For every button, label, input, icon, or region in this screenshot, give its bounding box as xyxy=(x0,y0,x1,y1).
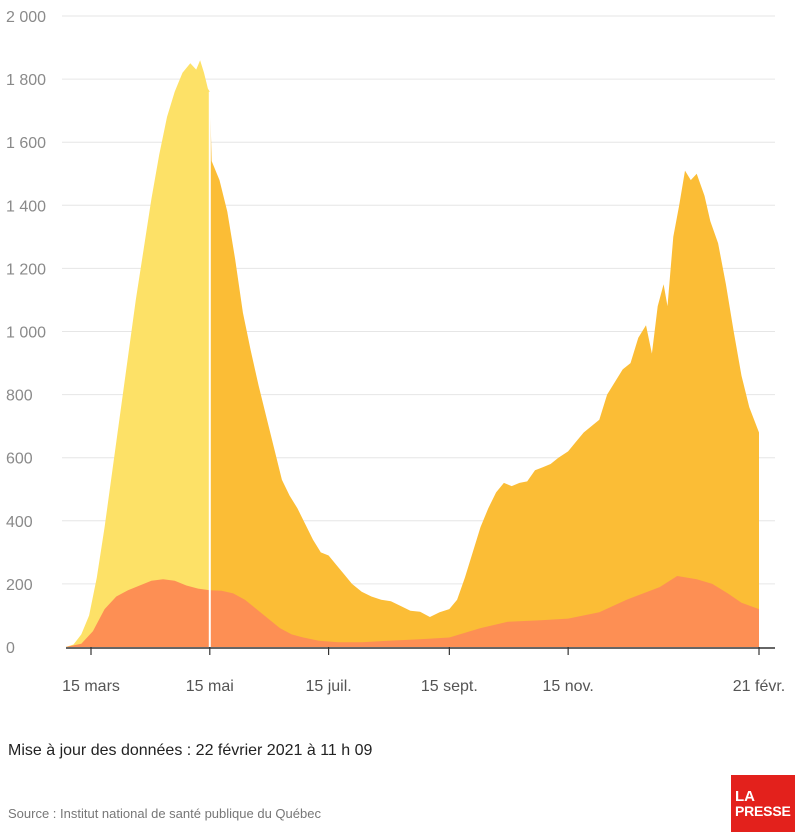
logo-line-1: LA xyxy=(735,788,755,805)
x-tick-label: 21 févr. xyxy=(733,678,785,695)
y-tick-label: 800 xyxy=(6,388,33,405)
y-tick-label: 0 xyxy=(6,640,15,657)
x-tick-label: 15 mai xyxy=(186,678,234,695)
x-tick-label: 15 juil. xyxy=(305,678,351,695)
chart: 2 000 1 800 1 600 1 400 1 200 1 000 800 600 400 2… xyxy=(6,9,785,695)
x-tick-label: 15 mars xyxy=(62,678,120,695)
x-tick-label: 15 nov. xyxy=(542,678,593,695)
source-note: Source : Institut national de santé publ… xyxy=(8,806,321,821)
y-tick-label: 1 600 xyxy=(6,135,46,152)
y-tick-label: 600 xyxy=(6,451,33,468)
y-tick-label: 1 800 xyxy=(6,72,46,89)
y-tick-label: 1 000 xyxy=(6,325,46,342)
y-tick-label: 2 000 xyxy=(6,9,46,26)
y-tick-label: 1 200 xyxy=(6,261,46,278)
chart-areas xyxy=(65,60,759,647)
update-note: Mise à jour des données : 22 février 202… xyxy=(8,742,373,759)
la-presse-logo: LA PRESSE xyxy=(731,775,795,832)
y-tick-label: 1 400 xyxy=(6,198,46,215)
x-tick-label: 15 sept. xyxy=(421,678,478,695)
series-area-total-before xyxy=(65,60,210,647)
series-area-lower xyxy=(65,576,759,647)
y-tick-label: 200 xyxy=(6,577,33,594)
y-tick-label: 400 xyxy=(6,514,33,531)
x-axis: 15 mars 15 mai 15 juil. 15 sept. 15 nov. 21 f… xyxy=(62,647,785,695)
series-area-total xyxy=(209,91,759,647)
y-axis: 2 000 1 800 1 600 1 400 1 200 1 000 800 600 400 2… xyxy=(6,9,46,657)
logo-line-2: PRESSE xyxy=(735,803,791,819)
